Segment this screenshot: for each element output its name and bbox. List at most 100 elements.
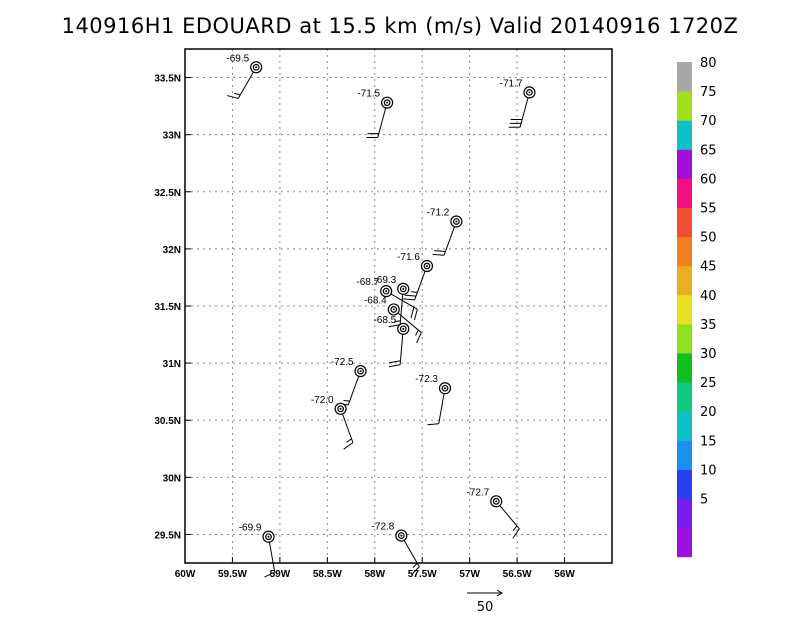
x-tick-label: 58.5W — [313, 569, 342, 580]
barb-shaft — [390, 293, 418, 310]
temperature-label: -69.5 — [226, 53, 249, 64]
y-tick-label: 31N — [163, 359, 181, 370]
station-ring-inner — [337, 405, 345, 413]
barb-shaft — [399, 293, 404, 325]
barb-shaft — [519, 97, 529, 128]
temperature-label: -68.7 — [356, 277, 379, 288]
barb-feather — [434, 250, 446, 253]
station-ring-inner — [397, 532, 405, 539]
barb-shaft — [377, 107, 387, 138]
barb-feather — [388, 324, 401, 328]
colorbar-segment — [677, 382, 692, 412]
colorbar-segment — [677, 120, 692, 150]
observation-point: -71.5 — [357, 89, 394, 139]
observation-point: -72.8 — [372, 522, 420, 576]
reference-vector: 50 — [467, 589, 503, 615]
barb-half-feather — [394, 320, 401, 323]
colorbar-segment — [677, 207, 692, 238]
observation-point: -69.9 — [239, 523, 276, 578]
observation-point: -69.3 — [373, 275, 410, 328]
barb-shaft — [397, 312, 422, 333]
x-tick-label: 57W — [459, 569, 480, 580]
barb-feather — [432, 253, 445, 256]
reference-label: 50 — [477, 600, 494, 615]
station-dot — [385, 290, 388, 293]
temperature-label: -72.3 — [415, 374, 438, 385]
barb-feather — [403, 298, 415, 301]
station-ring-inner — [390, 306, 398, 313]
barb-half-feather — [343, 400, 350, 402]
station-dot — [359, 370, 362, 373]
barb-shaft — [443, 226, 456, 256]
colorbar-segment — [677, 469, 692, 499]
barb-feather — [416, 332, 422, 344]
colorbar-label: 35 — [700, 318, 717, 333]
barb-shaft — [268, 541, 276, 573]
station-ring-inner — [382, 287, 390, 295]
barb-feather — [427, 423, 439, 426]
barb-feather — [389, 360, 401, 364]
station-ring-inner — [252, 63, 260, 71]
barb-shaft — [499, 504, 520, 530]
barb-feather — [413, 309, 418, 321]
colorbar-label: 70 — [700, 114, 717, 129]
barb-shaft — [237, 71, 255, 99]
x-tick-label: 60W — [175, 569, 196, 580]
barb-half-feather — [512, 525, 518, 532]
temperature-label: -71.2 — [427, 207, 450, 218]
y-tick-label: 30.5N — [154, 416, 181, 427]
colorbar-segment — [677, 236, 692, 267]
colorbar-segment — [677, 149, 692, 179]
temperature-label: -71.7 — [500, 78, 523, 89]
station-ring-inner — [265, 533, 272, 541]
x-tick-label: 56W — [554, 569, 575, 580]
chart-title: 140916H1 EDOUARD at 15.5 km (m/s) Valid … — [61, 14, 739, 38]
barb-feather — [227, 95, 239, 99]
colorbar-label: 10 — [700, 463, 717, 478]
temperature-label: -68.5 — [373, 315, 396, 326]
station-dot — [528, 91, 531, 94]
barb-shaft — [399, 333, 404, 365]
y-tick-label: 33.5N — [154, 74, 181, 85]
observation-point: -71.2 — [427, 207, 463, 256]
observation-point: -71.7 — [500, 78, 536, 128]
station-ring-inner — [357, 367, 364, 375]
barb-half-feather — [415, 329, 419, 336]
y-tick-label: 32.5N — [154, 188, 181, 199]
colorbar-segment — [677, 62, 692, 92]
y-tick-label: 32N — [163, 245, 181, 256]
observation-point: -69.5 — [226, 53, 263, 99]
temperature-label: -72.7 — [466, 487, 489, 498]
y-tick-label: 31.5N — [154, 302, 181, 313]
station-dot — [455, 220, 458, 223]
colorbar: 5 10 15 20 25 30 35 40 45 50 55 60 65 70 75 80 — [677, 56, 717, 558]
barb-feather — [264, 571, 275, 578]
observation-point: -68.4 — [364, 295, 422, 344]
station-dot — [402, 287, 405, 290]
reference-arrowhead — [496, 589, 503, 597]
observation-point: -68.7 — [356, 277, 418, 321]
observation-point: -72.0 — [311, 395, 354, 450]
x-tick-label: 59W — [270, 569, 291, 580]
temperature-label: -69.3 — [373, 275, 396, 286]
colorbar-segment — [677, 498, 692, 529]
colorbar-segment — [677, 265, 692, 296]
x-tick-label: 58W — [364, 569, 385, 580]
observation-point: -72.3 — [415, 374, 452, 426]
observation-point: -71.6 — [397, 252, 434, 301]
colorbar-label: 60 — [700, 172, 717, 187]
station-dot — [267, 535, 270, 538]
station-dot — [495, 500, 498, 503]
station-ring-inner — [492, 497, 500, 505]
axis-ticks: 60W 59.5W 59W 58.5W 58W 57.5W 57W 56.5W 56W 29.5N… — [154, 74, 575, 580]
temperature-label: -72.8 — [372, 522, 395, 533]
colorbar-label: 5 — [700, 493, 708, 508]
barb-feather — [388, 364, 401, 368]
barb-feather — [404, 294, 417, 297]
station-dot — [255, 66, 258, 69]
colorbar-segment — [677, 353, 692, 383]
x-tick-label: 59.5W — [218, 569, 247, 580]
colorbar-label: 65 — [700, 143, 717, 158]
barb-feather — [343, 442, 354, 450]
